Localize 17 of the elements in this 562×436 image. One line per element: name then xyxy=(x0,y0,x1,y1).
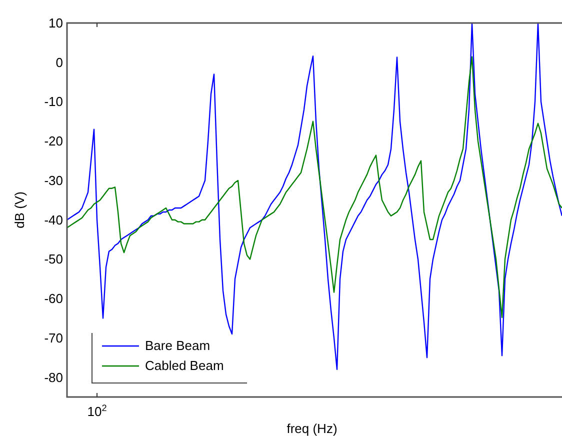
y-tick-label: -80 xyxy=(44,370,63,385)
line-series xyxy=(67,22,562,370)
y-tick-label: -60 xyxy=(44,291,63,306)
y-tick-label: -20 xyxy=(44,134,63,149)
x-tick-label: 10$^{2}$ xyxy=(87,403,107,419)
y-tick-label: -70 xyxy=(44,330,63,346)
y-tick-label: -50 xyxy=(44,252,63,267)
legend-label: Cabled Beam xyxy=(145,358,224,373)
line-series xyxy=(67,56,562,318)
y-tick-label: -30 xyxy=(44,172,63,188)
y-tick-label: 0 xyxy=(56,54,63,70)
y-tick-label: 10 xyxy=(48,16,63,30)
x-axis-title: freq (Hz) xyxy=(286,421,338,436)
y-tick-label: -10 xyxy=(44,94,63,110)
y-axis-title: dB (V) xyxy=(12,192,27,228)
legend-label: Bare Beam xyxy=(145,338,210,353)
y-tick-label: -40 xyxy=(44,212,63,228)
